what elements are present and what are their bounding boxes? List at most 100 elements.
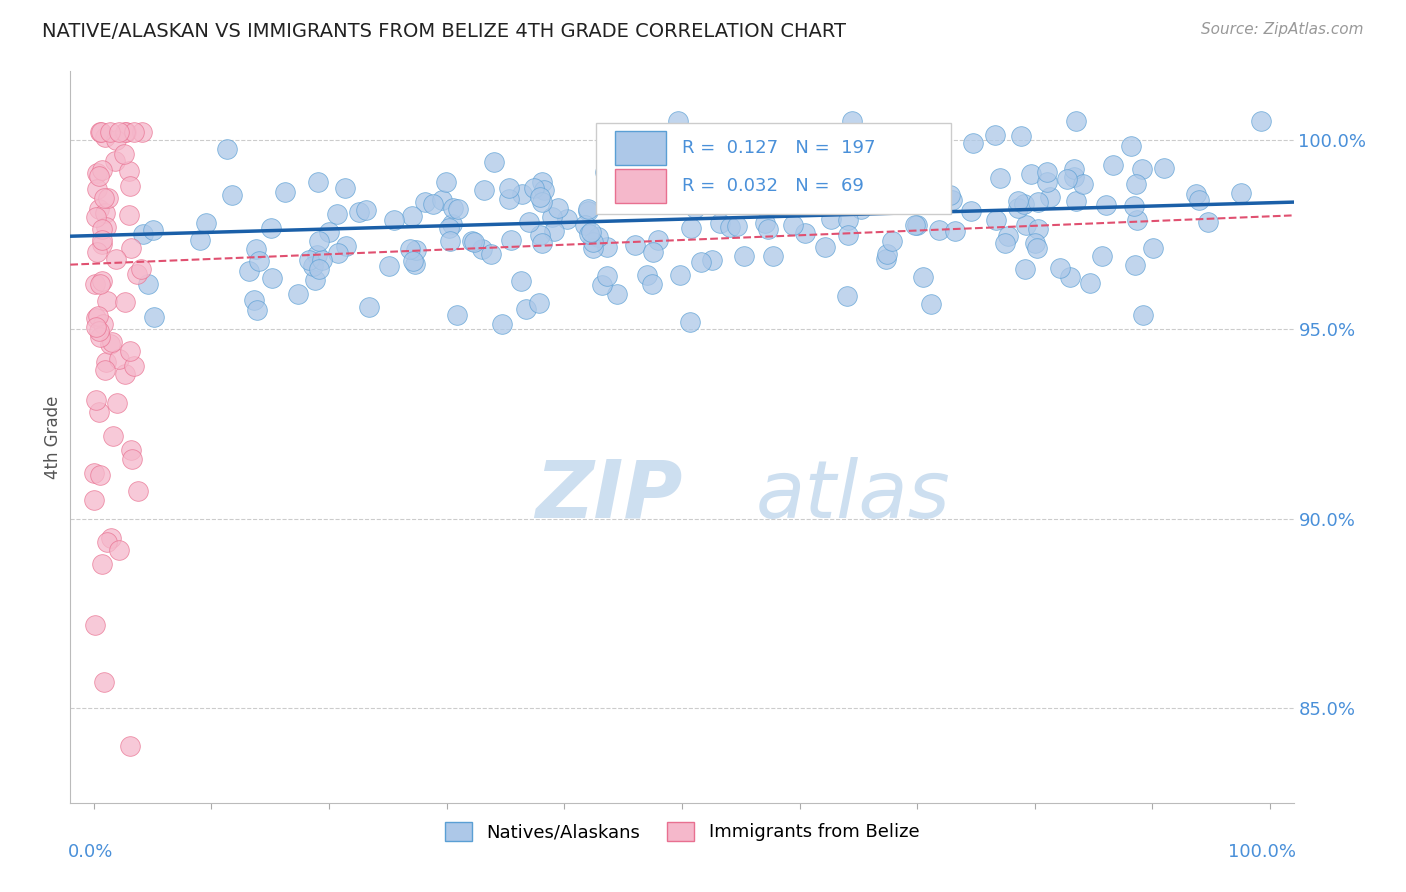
Point	[439, 234, 461, 248]
Point	[1059, 270, 1081, 285]
Point	[793, 227, 815, 241]
Point	[841, 113, 863, 128]
Point	[1036, 165, 1059, 179]
Point	[669, 268, 692, 282]
Point	[246, 302, 269, 317]
Point	[718, 219, 741, 234]
Point	[641, 244, 664, 259]
Point	[837, 228, 859, 243]
Point	[904, 184, 927, 198]
Point	[90, 237, 112, 252]
Point	[471, 242, 494, 256]
Point	[527, 296, 550, 310]
Point	[83, 277, 105, 291]
Point	[512, 187, 534, 202]
Point	[1012, 197, 1035, 211]
Point	[606, 161, 628, 176]
Point	[782, 218, 804, 232]
Text: R =  0.032   N =  69: R = 0.032 N = 69	[682, 178, 863, 195]
FancyBboxPatch shape	[614, 169, 666, 203]
Point	[576, 202, 599, 216]
Point	[679, 315, 702, 329]
Point	[1019, 167, 1042, 181]
Point	[501, 233, 523, 247]
Point	[727, 190, 749, 204]
Point	[307, 248, 329, 262]
Point	[988, 170, 1011, 185]
Point	[880, 234, 903, 248]
Point	[118, 739, 141, 753]
Point	[709, 217, 731, 231]
Point	[1126, 212, 1149, 227]
Point	[638, 169, 661, 184]
Point	[582, 241, 605, 255]
Point	[382, 213, 405, 227]
Point	[94, 363, 117, 377]
Point	[498, 181, 520, 195]
FancyBboxPatch shape	[596, 122, 950, 214]
Point	[143, 310, 166, 324]
Point	[108, 125, 131, 139]
Point	[131, 261, 153, 276]
Point	[86, 245, 108, 260]
Point	[118, 209, 141, 223]
Point	[399, 242, 422, 256]
Point	[531, 195, 554, 210]
Point	[529, 227, 551, 242]
Point	[89, 467, 111, 482]
Point	[105, 396, 128, 410]
Point	[517, 215, 540, 229]
Point	[307, 175, 329, 189]
Point	[769, 195, 792, 210]
Point	[908, 190, 931, 204]
Point	[304, 273, 326, 287]
Point	[437, 220, 460, 235]
Point	[582, 235, 605, 249]
Point	[91, 234, 114, 248]
Text: R =  0.127   N =  197: R = 0.127 N = 197	[682, 139, 876, 157]
Point	[875, 252, 897, 266]
Point	[318, 225, 340, 239]
Point	[83, 492, 105, 507]
Point	[1123, 258, 1146, 272]
Point	[647, 233, 669, 247]
Point	[555, 212, 578, 227]
Point	[195, 216, 218, 230]
Point	[962, 136, 984, 150]
FancyBboxPatch shape	[614, 131, 666, 165]
Point	[681, 220, 703, 235]
Point	[804, 197, 827, 211]
Point	[1026, 221, 1049, 235]
Point	[595, 165, 617, 179]
Point	[596, 268, 619, 283]
Point	[463, 235, 485, 249]
Text: 0.0%: 0.0%	[67, 843, 114, 861]
Point	[994, 236, 1017, 251]
Point	[1064, 194, 1087, 208]
Point	[744, 136, 766, 151]
Point	[87, 325, 110, 339]
Point	[118, 163, 141, 178]
Point	[142, 222, 165, 236]
Point	[124, 125, 146, 139]
Point	[125, 267, 148, 281]
Point	[91, 162, 114, 177]
Point	[238, 263, 260, 277]
Point	[302, 259, 325, 273]
Point	[402, 253, 425, 268]
Point	[960, 203, 983, 218]
Point	[1250, 113, 1272, 128]
Point	[591, 277, 613, 292]
Point	[91, 274, 114, 288]
Point	[326, 246, 349, 260]
Point	[880, 196, 903, 211]
Point	[531, 235, 554, 250]
Point	[1153, 161, 1175, 175]
Point	[997, 228, 1019, 243]
Point	[820, 212, 842, 227]
Point	[541, 210, 564, 224]
Point	[837, 213, 859, 227]
Point	[898, 157, 921, 171]
Point	[441, 201, 464, 215]
Point	[529, 189, 551, 203]
